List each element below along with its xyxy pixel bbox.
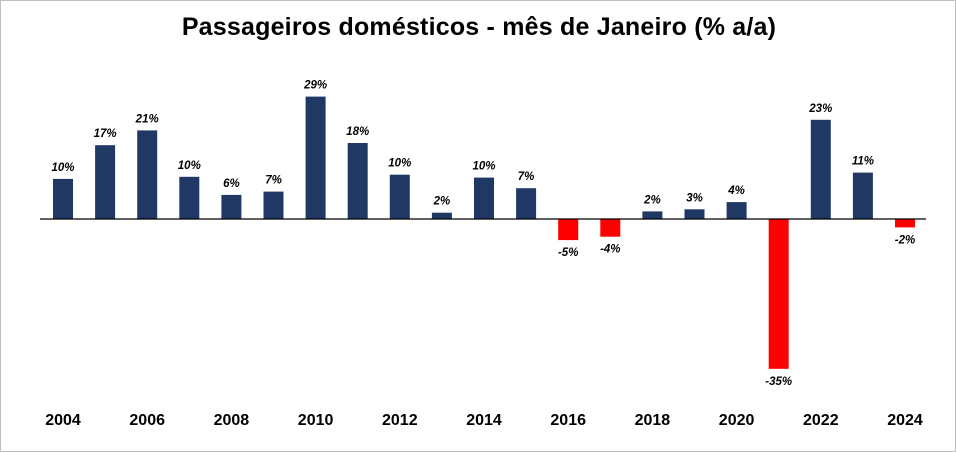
data-label-2017: -4% bbox=[600, 244, 620, 256]
data-label-2012: 10% bbox=[388, 158, 411, 170]
bar-2004 bbox=[53, 178, 73, 219]
chart-title: Passageiros domésticos - mês de Janeiro … bbox=[181, 13, 777, 41]
data-label-2020: 4% bbox=[727, 185, 745, 197]
x-tick-label-2012: 2012 bbox=[382, 412, 418, 429]
data-label-2010: 29% bbox=[303, 80, 327, 92]
bar-2020 bbox=[726, 202, 747, 219]
bar-2023 bbox=[852, 172, 873, 219]
bar-2012 bbox=[389, 174, 410, 219]
data-label-2013: 2% bbox=[433, 196, 451, 208]
data-label-2009: 7% bbox=[265, 175, 282, 187]
x-tick-label-2020: 2020 bbox=[719, 412, 755, 429]
bar-2008 bbox=[221, 194, 242, 219]
data-label-2019: 3% bbox=[686, 192, 703, 204]
x-tick-label-2022: 2022 bbox=[803, 412, 839, 429]
data-label-2021: -35% bbox=[765, 376, 792, 388]
bar-2015 bbox=[516, 188, 537, 219]
data-label-2018: 2% bbox=[643, 194, 661, 206]
data-label-2014: 10% bbox=[472, 161, 495, 173]
data-label-2022: 23% bbox=[808, 103, 832, 115]
data-label-2023: 11% bbox=[852, 156, 874, 168]
bar-2006 bbox=[137, 130, 158, 219]
x-tick-label-2018: 2018 bbox=[635, 412, 671, 429]
data-label-2004: 10% bbox=[51, 162, 74, 174]
bar-2024 bbox=[895, 219, 915, 228]
bar-2019 bbox=[684, 209, 705, 219]
bar-2014 bbox=[474, 177, 494, 219]
x-tick-label-2004: 2004 bbox=[45, 412, 81, 429]
bar-2010 bbox=[305, 96, 326, 219]
data-label-2015: 7% bbox=[518, 171, 535, 183]
x-tick-label-2016: 2016 bbox=[550, 412, 586, 429]
data-label-2005: 17% bbox=[94, 128, 117, 140]
bar-2016 bbox=[558, 219, 579, 241]
data-label-2007: 10% bbox=[178, 160, 201, 172]
bar-2007 bbox=[179, 176, 200, 219]
data-label-2008: 6% bbox=[223, 178, 240, 190]
x-tick-label-2024: 2024 bbox=[887, 412, 923, 429]
data-label-2011: 18% bbox=[346, 126, 369, 138]
data-label-2024: -2% bbox=[895, 234, 915, 246]
bar-2017 bbox=[600, 219, 621, 237]
x-tick-label-2006: 2006 bbox=[129, 412, 165, 429]
data-label-2016: -5% bbox=[558, 247, 578, 259]
data-label-2006: 21% bbox=[135, 113, 159, 125]
bar-2009 bbox=[263, 191, 284, 219]
bar-2013 bbox=[431, 212, 452, 219]
bar-2005 bbox=[95, 145, 116, 219]
x-tick-label-2008: 2008 bbox=[214, 412, 250, 429]
x-tick-label-2014: 2014 bbox=[466, 412, 502, 429]
bar-2022 bbox=[810, 119, 831, 219]
x-tick-label-2010: 2010 bbox=[298, 412, 334, 429]
bar-2018 bbox=[642, 211, 663, 219]
bar-2021 bbox=[768, 219, 789, 369]
bar-2011 bbox=[347, 143, 368, 219]
